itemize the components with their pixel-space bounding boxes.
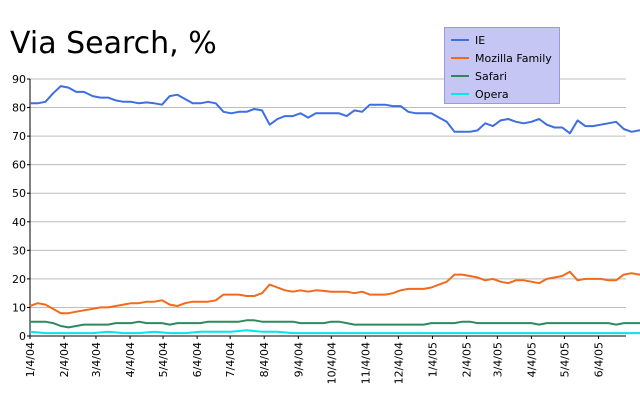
series-line-ie xyxy=(30,85,640,135)
y-tick-label: 60 xyxy=(12,159,26,172)
legend-item: Safari xyxy=(451,67,507,85)
x-tick-label: 11/4/04 xyxy=(359,342,372,384)
y-tick-label: 90 xyxy=(12,73,26,86)
legend-swatch xyxy=(451,57,469,59)
x-tick-label: 10/4/04 xyxy=(325,342,338,384)
chart-title: Via Search, % xyxy=(10,26,217,61)
y-tick-label: 10 xyxy=(12,301,26,314)
x-tick-label: 2/4/05 xyxy=(461,342,474,377)
x-tick-label: 12/4/04 xyxy=(392,342,405,384)
series-line-safari xyxy=(30,319,640,329)
x-tick-label: 5/4/04 xyxy=(157,342,170,377)
series-layer xyxy=(29,85,640,335)
x-tick-label: 4/4/05 xyxy=(525,342,538,377)
x-tick-label: 9/4/04 xyxy=(292,342,305,377)
legend-swatch xyxy=(451,75,469,77)
x-tick-label: 1/4/05 xyxy=(426,342,439,377)
legend-item: IE xyxy=(451,31,485,49)
legend-item: Mozilla Family xyxy=(451,49,552,67)
x-tick-label: 1/4/04 xyxy=(24,342,37,377)
x-tick-label: 6/4/05 xyxy=(593,342,606,377)
x-tick-label: 6/4/04 xyxy=(191,342,204,377)
label-layer: 0 10 20 30 40 50 60 70 80 90 1/4/04 2/4/04 3/4/04 4/4… xyxy=(12,73,606,384)
x-tick-label: 8/4/04 xyxy=(258,342,271,377)
legend-swatch xyxy=(451,39,469,41)
x-tick-label: 2/4/04 xyxy=(58,342,71,377)
x-tick-label: 5/4/05 xyxy=(558,342,571,377)
x-tick-label: 4/4/04 xyxy=(124,342,137,377)
legend-label: Safari xyxy=(475,69,507,83)
y-tick-label: 50 xyxy=(12,187,26,200)
legend-item: Opera xyxy=(451,85,509,103)
chart-legend: IE Mozilla Family Safari Opera xyxy=(444,27,560,104)
series-line-mozilla-family xyxy=(29,270,640,315)
x-tick-label: 3/4/05 xyxy=(491,342,504,377)
legend-label: Opera xyxy=(475,87,509,101)
grid-layer xyxy=(30,78,626,308)
legend-label: IE xyxy=(475,33,486,47)
legend-label: Mozilla Family xyxy=(475,51,552,65)
y-tick-label: 0 xyxy=(19,330,26,343)
y-tick-label: 20 xyxy=(12,273,26,286)
y-tick-label: 40 xyxy=(12,216,26,229)
axis-layer xyxy=(27,78,626,339)
x-tick-label: 3/4/04 xyxy=(90,342,103,377)
x-tick-label: 7/4/04 xyxy=(224,342,237,377)
y-tick-label: 30 xyxy=(12,244,26,257)
y-tick-label: 70 xyxy=(12,130,26,143)
legend-swatch xyxy=(451,93,469,95)
series-line-opera xyxy=(29,329,640,335)
y-tick-label: 80 xyxy=(12,102,26,115)
